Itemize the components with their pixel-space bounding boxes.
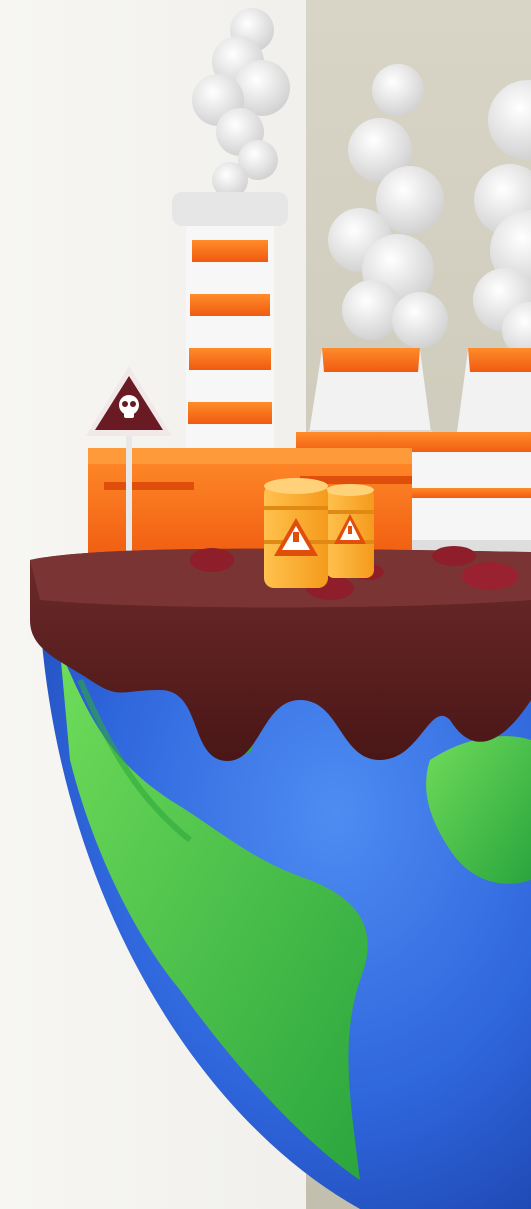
- toxic-barrel: [326, 484, 374, 578]
- smoke-cloud-icon: [192, 8, 531, 358]
- skull-icon: [119, 395, 139, 418]
- globe-icon: [40, 600, 531, 1209]
- cooling-tower: [456, 348, 531, 440]
- cooling-tower: [308, 348, 432, 440]
- warning-triangle-icon: [334, 514, 366, 544]
- warning-triangle-icon: [274, 518, 318, 556]
- toxic-barrel: [264, 478, 328, 588]
- factory-chimney: [172, 192, 288, 448]
- warning-sign: [86, 366, 172, 578]
